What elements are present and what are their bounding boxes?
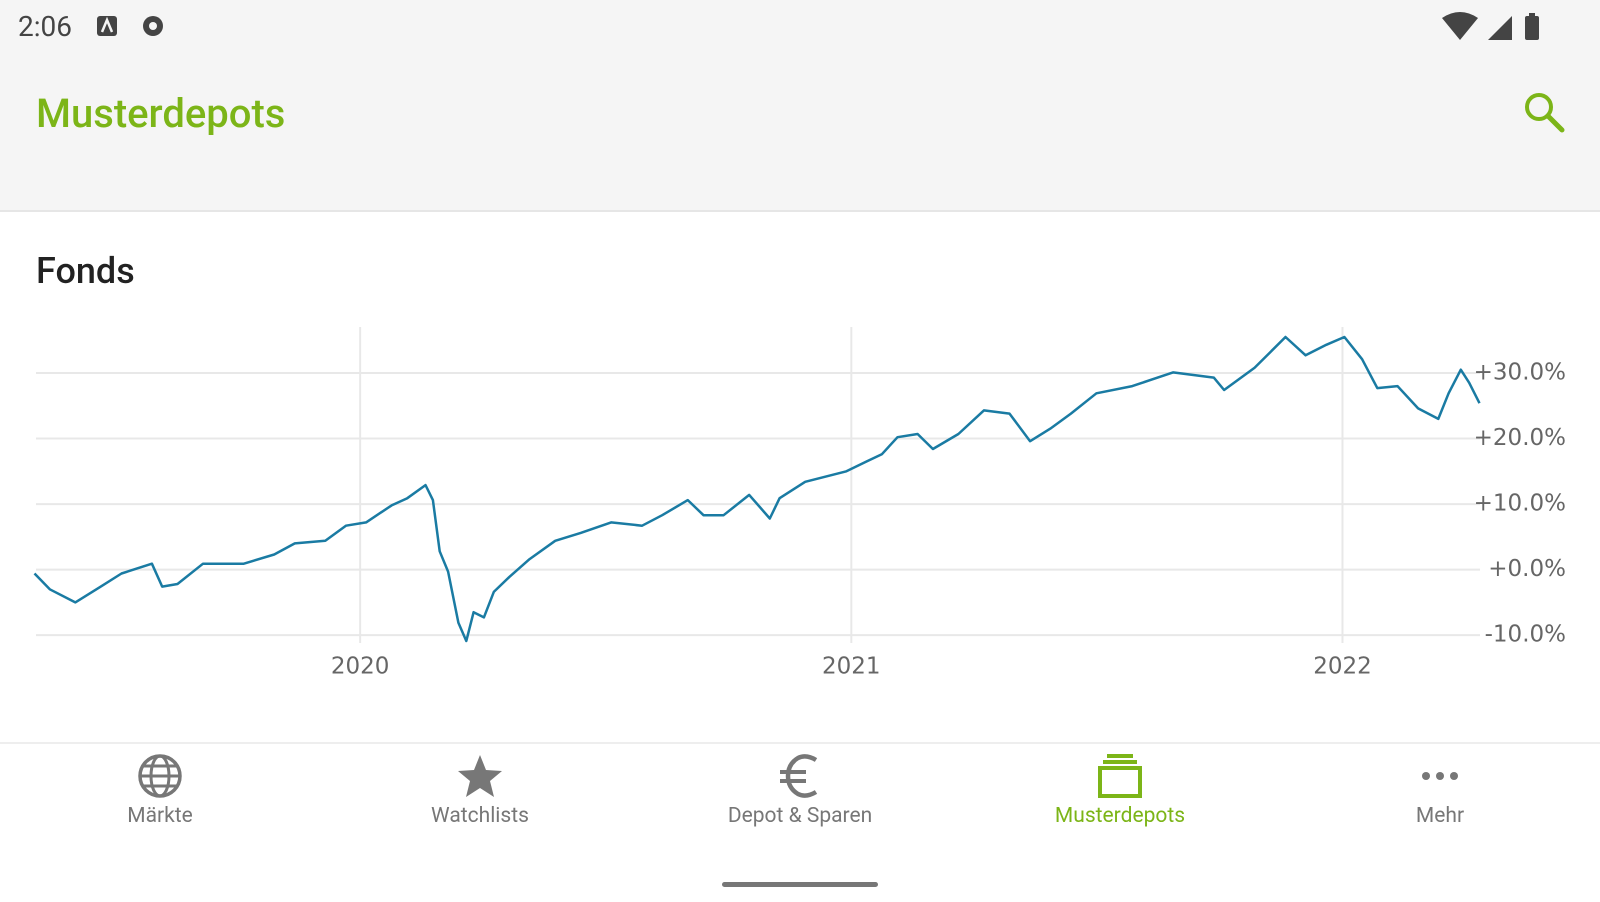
- nav-label: Watchlists: [431, 804, 529, 828]
- more-icon: [1422, 772, 1458, 780]
- y-tick-label: +0.0%: [1488, 556, 1566, 582]
- app-bar: Musterdepots: [0, 52, 1600, 212]
- nav-item[interactable]: Musterdepots: [960, 744, 1280, 874]
- bottom-navigation: Märkte Watchlists Depot & Sparen Musterd…: [0, 742, 1600, 902]
- nav-label: Depot & Sparen: [727, 804, 873, 828]
- nav-item[interactable]: Depot & Sparen: [640, 744, 960, 874]
- clock: 2:06: [18, 10, 72, 43]
- nav-label: Mehr: [1415, 804, 1465, 828]
- nav-label: Märkte: [127, 804, 193, 828]
- status-bar: 2:06: [0, 0, 1600, 52]
- x-tick-label: 2020: [331, 654, 390, 680]
- portfolio-icon: [1098, 754, 1142, 798]
- home-indicator: [722, 882, 878, 887]
- euro-icon: [780, 754, 818, 798]
- system-icons: [1442, 12, 1539, 40]
- nav-item[interactable]: Mehr: [1280, 744, 1600, 874]
- x-tick-label: 2022: [1313, 654, 1372, 680]
- nav-item[interactable]: Watchlists: [320, 744, 640, 874]
- chart: -10.0% +0.0% +10.0% +20.0% +30.0% 2020 2021 202…: [33, 327, 1566, 680]
- notification-icons: [97, 16, 163, 36]
- y-tick-label: +10.0%: [1474, 491, 1566, 517]
- app-title: Musterdepots: [36, 90, 286, 137]
- section-title: Fonds: [36, 250, 135, 292]
- x-tick-label: 2021: [822, 654, 881, 680]
- globe-icon: [138, 754, 182, 798]
- y-tick-label: +30.0%: [1474, 360, 1566, 386]
- search-button[interactable]: [1522, 90, 1566, 134]
- nav-label: Musterdepots: [1054, 804, 1186, 828]
- y-tick-label: -10.0%: [1485, 622, 1566, 648]
- nav-item[interactable]: Märkte: [0, 744, 320, 874]
- y-tick-label: +20.0%: [1474, 425, 1566, 451]
- star-icon: [458, 755, 502, 797]
- data-line: [33, 335, 1481, 643]
